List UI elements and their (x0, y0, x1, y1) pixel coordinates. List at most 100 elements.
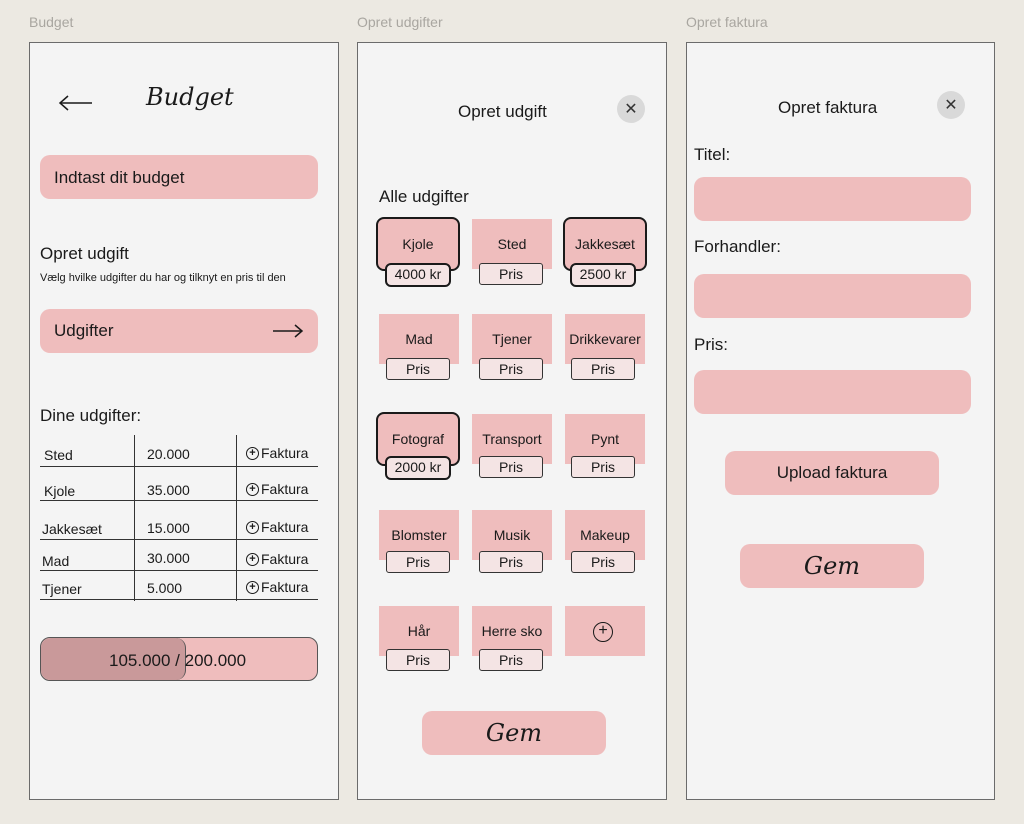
upload-invoice-button[interactable]: Upload faktura (725, 451, 939, 495)
price-field[interactable]: 2500 kr (570, 263, 636, 287)
price-field[interactable]: 2000 kr (385, 456, 451, 480)
budget-progress-fill (41, 638, 186, 680)
price-field[interactable]: Pris (571, 551, 635, 573)
expense-tile-tjener[interactable]: Tjener (472, 314, 552, 364)
create-expense-screen: Opret udgift ✕ Alle udgifter Kjole 4000 … (357, 42, 667, 800)
expense-name: Jakkesæt (42, 521, 102, 537)
expense-amount: 20.000 (147, 446, 190, 462)
create-invoice-screen: Opret faktura ✕ Titel: Forhandler: Pris:… (686, 42, 995, 800)
table-divider (40, 599, 318, 600)
expense-name: Kjole (44, 483, 76, 499)
plus-circle-icon: + (246, 580, 259, 594)
expense-tile-jakkesaet[interactable]: Jakkesæt (563, 217, 647, 271)
save-button[interactable]: Gem (740, 544, 924, 588)
table-divider (40, 539, 318, 540)
expense-tile-herre-sko[interactable]: Herre sko (472, 606, 552, 656)
tile-label: Pynt (590, 431, 619, 447)
price-field[interactable]: Pris (571, 456, 635, 478)
tile-label: Sted (497, 236, 527, 252)
tile-label: Transport (482, 431, 542, 447)
arrow-right-icon (272, 321, 304, 341)
price-label: Pris: (694, 335, 728, 354)
plus-circle-icon: + (246, 552, 259, 566)
table-divider (134, 435, 135, 601)
tile-label: Hår (407, 623, 431, 639)
expense-tile-pynt[interactable]: Pynt (565, 414, 645, 464)
expense-tile-haar[interactable]: Hår (379, 606, 459, 656)
back-arrow-icon[interactable] (58, 91, 94, 115)
expense-tile-mad[interactable]: Mad (379, 314, 459, 364)
price-field[interactable]: Pris (386, 649, 450, 671)
tile-label: Tjener (492, 331, 532, 347)
invoice-label: Faktura (261, 519, 309, 535)
dealer-field[interactable] (694, 274, 971, 318)
tile-label: Drikkevarer (569, 331, 641, 347)
your-expenses-heading: Dine udgifter: (40, 406, 142, 425)
invoice-label: Faktura (261, 551, 309, 567)
price-field[interactable]: Pris (479, 263, 543, 285)
expense-name: Mad (42, 553, 70, 569)
expense-name: Sted (44, 447, 73, 463)
price-field[interactable]: Pris (479, 456, 543, 478)
title-label: Titel: (694, 145, 731, 164)
frame-label-opret-udgifter: Opret udgifter (357, 14, 443, 30)
expenses-button[interactable]: Udgifter (40, 309, 318, 353)
expense-tile-transport[interactable]: Transport (472, 414, 552, 464)
price-field[interactable]: Pris (386, 358, 450, 380)
expenses-button-label: Udgifter (54, 321, 114, 340)
page-title: Opret udgift (458, 102, 547, 121)
close-icon[interactable]: ✕ (617, 95, 645, 123)
create-expense-description: Vælg hvilke udgifter du har og tilknyt e… (40, 272, 286, 284)
save-button[interactable]: Gem (422, 711, 606, 755)
plus-circle-icon: + (246, 446, 259, 460)
tile-label: Jakkesæt (575, 236, 635, 252)
tile-label: Blomster (391, 527, 447, 543)
budget-screen: Budget Indtast dit budget Opret udgift V… (29, 42, 339, 800)
budget-progress-text: 105.000 / 200.000 (109, 651, 247, 670)
price-field[interactable]: Pris (479, 551, 543, 573)
tile-label: Mad (405, 331, 433, 347)
invoice-button[interactable]: + Faktura (246, 481, 308, 497)
price-field[interactable] (694, 370, 971, 414)
tile-label: Musik (493, 527, 531, 543)
tile-label: Makeup (580, 527, 630, 543)
price-field[interactable]: Pris (479, 649, 543, 671)
expense-amount: 5.000 (147, 580, 183, 596)
page-title: Budget (146, 83, 234, 111)
invoice-button[interactable]: + Faktura (246, 579, 308, 595)
price-field[interactable]: 4000 kr (385, 263, 451, 287)
dealer-label: Forhandler: (694, 237, 781, 256)
expense-tile-sted[interactable]: Sted (472, 219, 552, 269)
expense-name: Tjener (42, 581, 82, 597)
frame-label-budget: Budget (29, 14, 74, 30)
table-divider (40, 570, 318, 571)
budget-progress-bar: 105.000 / 200.000 (40, 637, 318, 681)
plus-circle-icon: + (246, 482, 259, 496)
invoice-label: Faktura (261, 445, 309, 461)
frame-label-opret-faktura: Opret faktura (686, 14, 768, 30)
expense-amount: 15.000 (147, 520, 190, 536)
invoice-button[interactable]: + Faktura (246, 519, 308, 535)
expenses-table: Sted 20.000 + Faktura Kjole 35.000 + Faktu… (40, 435, 318, 603)
expense-tile-drikkevarer[interactable]: Drikkevarer (565, 314, 645, 364)
price-field[interactable]: Pris (386, 551, 450, 573)
expense-amount: 35.000 (147, 482, 190, 498)
table-divider (40, 466, 318, 467)
close-icon[interactable]: ✕ (937, 91, 965, 119)
plus-circle-icon: + (246, 520, 259, 534)
expense-amount: 30.000 (147, 550, 190, 566)
price-field[interactable]: Pris (571, 358, 635, 380)
expense-tile-kjole[interactable]: Kjole (376, 217, 460, 271)
enter-budget-button[interactable]: Indtast dit budget (40, 155, 318, 199)
invoice-button[interactable]: + Faktura (246, 551, 308, 567)
title-field[interactable] (694, 177, 971, 221)
plus-circle-icon: + (593, 622, 613, 642)
price-field[interactable]: Pris (479, 358, 543, 380)
create-expense-heading: Opret udgift (40, 244, 129, 263)
add-expense-tile[interactable]: + (565, 606, 645, 656)
invoice-label: Faktura (261, 579, 309, 595)
table-divider (40, 500, 318, 501)
invoice-button[interactable]: + Faktura (246, 445, 308, 461)
all-expenses-heading: Alle udgifter (379, 187, 469, 206)
invoice-label: Faktura (261, 481, 309, 497)
